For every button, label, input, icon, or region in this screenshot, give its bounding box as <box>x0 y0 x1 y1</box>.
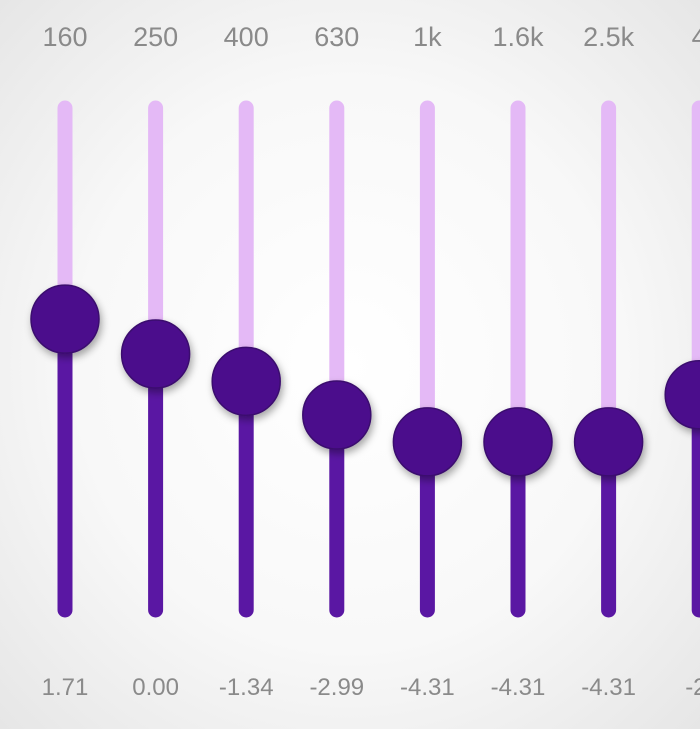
frequency-label: 630 <box>314 22 359 52</box>
gain-value: -4.31 <box>581 674 636 701</box>
slider-knob[interactable] <box>573 407 644 477</box>
slider-knob[interactable] <box>664 360 700 430</box>
slider-knob[interactable] <box>302 380 372 450</box>
slider-knob[interactable] <box>392 407 463 477</box>
gain-value: -2.99 <box>309 674 364 701</box>
slider-knob[interactable] <box>120 319 191 389</box>
gain-value: 1.71 <box>42 674 89 701</box>
frequency-label: 400 <box>224 22 269 52</box>
gain-value: 0.00 <box>132 674 179 701</box>
gain-value: -1.34 <box>219 674 274 701</box>
gain-value: -4.31 <box>491 674 546 701</box>
slider-knob[interactable] <box>211 346 281 417</box>
frequency-label: 1k <box>413 22 442 52</box>
frequency-label: 160 <box>42 22 87 52</box>
slider-knob[interactable] <box>30 284 100 354</box>
gain-value: -4.31 <box>400 674 455 701</box>
frequency-label: 4 <box>692 22 700 52</box>
frequency-label: 1.6k <box>492 22 544 52</box>
frequency-label: 2.5k <box>583 22 635 52</box>
frequency-label: 250 <box>133 22 178 52</box>
gain-value: -2. <box>685 674 700 701</box>
slider-knob[interactable] <box>483 407 553 477</box>
